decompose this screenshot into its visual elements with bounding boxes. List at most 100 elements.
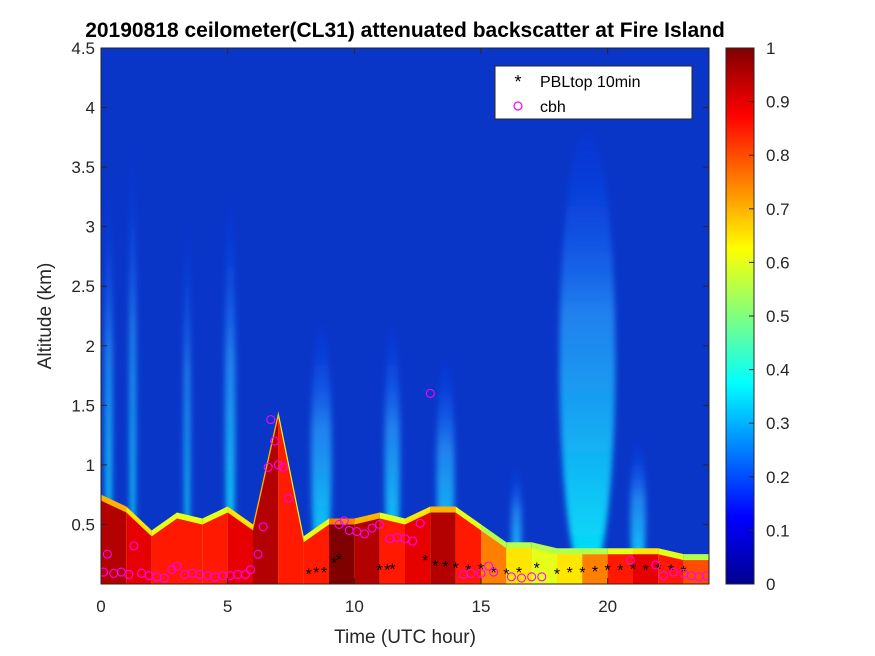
y-tick-label: 3 xyxy=(86,218,95,237)
cbh-point xyxy=(537,572,547,582)
colorbar-tick-label: 0.6 xyxy=(766,253,790,272)
cbh-point xyxy=(367,523,377,533)
cbh-point xyxy=(359,529,370,539)
cbh-point xyxy=(484,561,494,571)
surface-segment-2 xyxy=(151,518,177,584)
surface-segment-13 xyxy=(430,512,456,584)
pbl-top-point: * xyxy=(554,566,560,583)
legend-cbh-label: cbh xyxy=(540,99,566,116)
cbh-point xyxy=(476,568,486,578)
x-tick-label: 5 xyxy=(223,597,232,616)
cbh-point xyxy=(466,568,476,578)
chart-title: 20190818 ceilometer(CL31) attenuated bac… xyxy=(85,19,725,42)
surface-segment-4 xyxy=(202,512,228,584)
surface-segment-16 xyxy=(506,548,532,584)
cbh-point xyxy=(269,436,280,446)
cbh-point xyxy=(506,572,516,582)
cbh-point xyxy=(339,516,349,526)
surface-segment-12 xyxy=(405,512,431,584)
plume-2 xyxy=(184,226,191,584)
pbl-top-point: * xyxy=(516,565,522,582)
legend-pbl-marker: * xyxy=(514,72,521,92)
pbl-top-point: * xyxy=(668,563,674,580)
cbh-point xyxy=(278,462,288,472)
surface-segment-3 xyxy=(177,518,203,584)
surface-segment-15 xyxy=(481,530,507,584)
colorbar-ticks: 0 0.1 0.2 0.3 0.4 0.5 0.6 0.7 0.8 0.9 1 xyxy=(749,39,790,594)
pbl-top-point: * xyxy=(453,560,459,577)
plot-frame xyxy=(100,47,710,585)
pbl-top-point: * xyxy=(567,565,573,582)
pbl-top-point: * xyxy=(579,565,585,582)
pbl-top-point: * xyxy=(465,563,471,580)
cbh-point xyxy=(266,415,276,425)
cbh-point xyxy=(651,560,661,570)
pbl-top-point: * xyxy=(630,562,636,579)
plume-1 xyxy=(129,155,136,584)
cbh-point xyxy=(516,573,527,583)
pbl-top-point: * xyxy=(534,560,540,577)
y-axis-label: Altitude (km) xyxy=(35,263,56,370)
pbl-top-point: * xyxy=(503,566,509,583)
surface-segment-7 xyxy=(278,417,304,584)
pbl-top-point: * xyxy=(478,562,484,579)
colorbar-tick-label: 0.5 xyxy=(766,307,790,326)
x-axis-ticks: 0 5 10 15 20 xyxy=(96,48,617,616)
pbl-top-point: * xyxy=(643,563,649,580)
cbh-point xyxy=(701,571,709,581)
pbl-top-point: * xyxy=(389,562,395,579)
pbl-top-point: * xyxy=(592,564,598,581)
pbl-top-point: * xyxy=(306,566,312,583)
y-tick-label: 2.5 xyxy=(71,277,95,296)
legend-pbl-label: PBLtop 10min xyxy=(540,74,641,91)
surface-segment-6 xyxy=(253,417,279,584)
cbh-point xyxy=(489,567,499,577)
cbh-point xyxy=(129,541,139,551)
pbl-top-point: * xyxy=(313,565,319,582)
surface-segment-1 xyxy=(126,512,152,584)
cbh-point xyxy=(245,565,256,575)
y-tick-label: 3.5 xyxy=(71,158,95,177)
cbh-point xyxy=(668,567,679,577)
pbl-top-point: * xyxy=(321,565,327,582)
cbh-point xyxy=(258,522,268,532)
heatmap-background xyxy=(101,48,709,584)
x-tick-label: 0 xyxy=(96,597,105,616)
cbh-point xyxy=(172,561,182,571)
cbh-point xyxy=(527,572,537,582)
cbh-point xyxy=(263,462,273,472)
cbh-point xyxy=(658,571,668,581)
colorbar: 0 0.1 0.2 0.3 0.4 0.5 0.6 0.7 0.8 0.9 1 xyxy=(725,39,790,594)
pbl-top-point: * xyxy=(605,563,611,580)
x-axis-label: Time (UTC hour) xyxy=(334,627,476,648)
cbh-point xyxy=(283,493,294,503)
colorbar-tick-label: 0.2 xyxy=(766,468,790,487)
pbl-top-point: * xyxy=(655,562,661,579)
colorbar-tick-label: 0.8 xyxy=(766,146,790,165)
cbh-point xyxy=(101,567,109,577)
cbh-point xyxy=(625,555,636,565)
cbh-point xyxy=(253,549,263,559)
y-tick-label: 0.5 xyxy=(71,515,95,534)
pbl-top-point: * xyxy=(491,565,497,582)
colorbar-tick-label: 0.1 xyxy=(766,521,790,540)
cbh-point xyxy=(240,569,250,580)
colorbar-tick-label: 1 xyxy=(766,39,775,58)
cbh-series xyxy=(101,388,709,583)
cbh-point xyxy=(375,519,385,529)
surface-segment-5 xyxy=(227,512,253,584)
y-tick-label: 4.5 xyxy=(71,39,95,58)
surface-segment-11 xyxy=(379,518,405,584)
x-tick-label: 10 xyxy=(345,597,364,616)
surface-segment-19 xyxy=(582,554,608,584)
y-tick-label: 1 xyxy=(86,456,95,475)
x-tick-label: 15 xyxy=(472,597,491,616)
cbh-point xyxy=(415,518,425,528)
colorbar-tick-label: 0.7 xyxy=(766,200,790,219)
y-axis-ticks: 0.5 1 1.5 2 2.5 3 3.5 4 4.5 xyxy=(71,39,709,534)
legend-cbh-marker xyxy=(513,101,523,111)
pbl-top-series: * * **** ** * * * * * * * * * * * * * * * * * * * * * xyxy=(306,552,687,583)
colorbar-tick-label: 0.4 xyxy=(766,361,790,380)
pbl-top-point: * xyxy=(331,556,337,573)
